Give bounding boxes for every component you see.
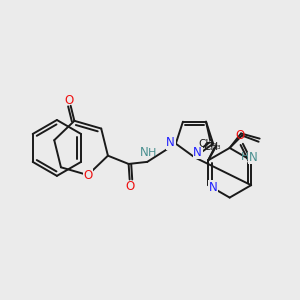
- Text: N: N: [140, 146, 148, 159]
- Text: ₃: ₃: [217, 142, 220, 151]
- Text: O: O: [235, 129, 244, 142]
- Text: N: N: [249, 151, 258, 164]
- Text: H: H: [148, 148, 157, 158]
- Text: O: O: [83, 169, 92, 182]
- Text: O: O: [125, 180, 134, 193]
- Text: CH₃: CH₃: [199, 140, 218, 149]
- Text: H: H: [241, 152, 249, 162]
- Text: N: N: [209, 181, 218, 194]
- Text: O: O: [65, 94, 74, 107]
- Text: CH: CH: [204, 142, 219, 152]
- Text: N: N: [193, 146, 202, 159]
- Text: N: N: [166, 136, 175, 149]
